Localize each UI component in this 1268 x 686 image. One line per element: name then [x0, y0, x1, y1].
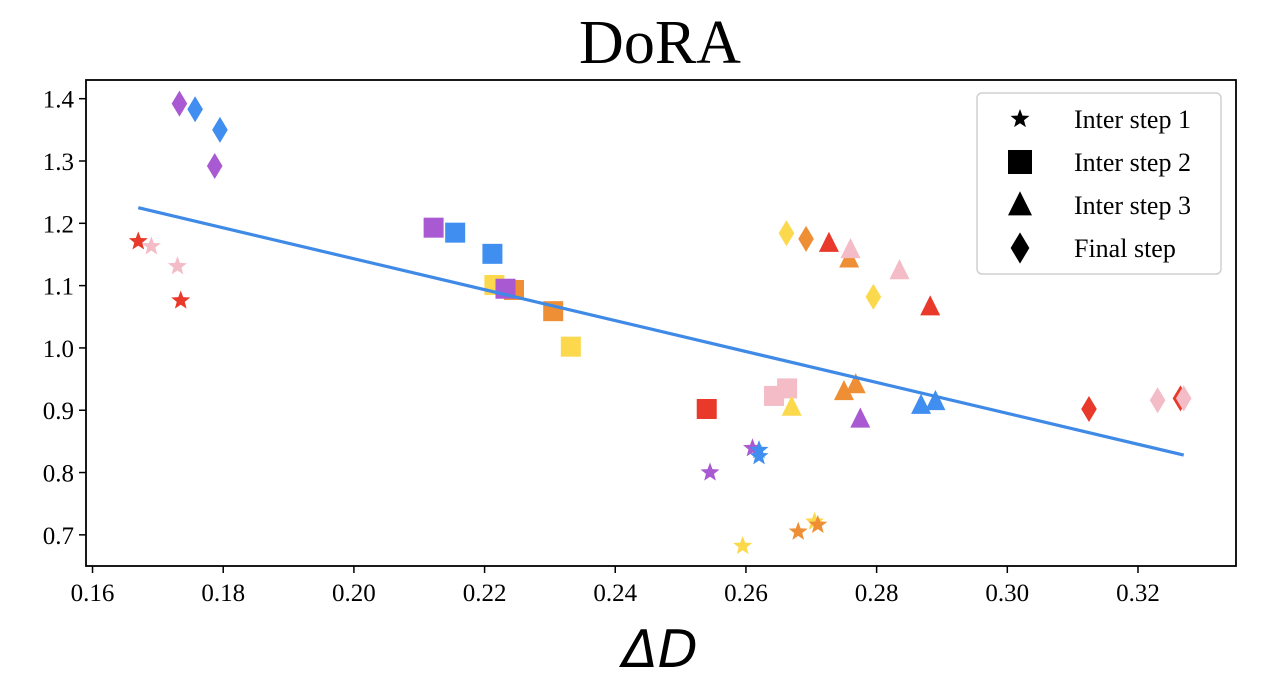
data-point-diamond-42 [1149, 387, 1166, 414]
data-point-triangle-30 [845, 373, 866, 394]
data-point-diamond-35 [187, 96, 203, 123]
data-point-triangle-25 [840, 237, 861, 259]
legend-marker-diamond [1010, 232, 1030, 264]
data-point-diamond-38 [778, 220, 795, 247]
legend-label-2: Inter step 3 [1074, 191, 1191, 220]
trend-line-layer [137, 206, 1185, 457]
data-point-triangle-28 [781, 395, 802, 416]
data-point-triangle-32 [911, 393, 932, 414]
data-point-triangle-26 [889, 259, 910, 280]
data-point-square-20 [696, 398, 717, 419]
y-tick-label-5: 1.2 [43, 211, 74, 238]
legend-label-1: Inter step 2 [1074, 148, 1191, 177]
legend-marker-triangle [1008, 191, 1032, 216]
data-point-star-11 [808, 514, 828, 533]
data-point-star-8 [733, 536, 753, 555]
x-tick-label-5: 0.26 [724, 580, 768, 607]
data-point-diamond-44 [1175, 385, 1192, 412]
x-tick-label-6: 0.28 [855, 580, 899, 607]
data-point-triangle-31 [850, 407, 871, 428]
data-point-star-1 [141, 236, 161, 255]
data-point-star-2 [167, 256, 187, 275]
x-tick-label-7: 0.30 [985, 580, 1029, 607]
chart-marks [128, 90, 1192, 555]
data-point-star-3 [171, 290, 191, 309]
x-tick-label-8: 0.32 [1116, 580, 1160, 607]
data-point-diamond-36 [212, 116, 228, 143]
y-tick-label-1: 0.8 [43, 461, 74, 488]
x-axis-label: ΔD [618, 620, 698, 680]
data-point-square-12 [423, 217, 444, 238]
data-point-diamond-39 [798, 225, 814, 252]
data-point-triangle-27 [920, 295, 941, 316]
tick-layer: 0.16 0.18 0.20 0.22 0.24 0.26 0.28 0.30 0.32 0.7 0… [43, 87, 1160, 607]
data-point-diamond-34 [171, 90, 188, 117]
data-point-star-9 [788, 521, 808, 540]
legend-label-0: Inter step 1 [1074, 105, 1191, 134]
plot-frame [85, 79, 1237, 567]
legend-marker-square [1008, 150, 1032, 174]
data-point-diamond-41 [1081, 395, 1097, 422]
data-point-triangle-33 [925, 390, 946, 411]
x-tick-label-3: 0.22 [463, 580, 507, 607]
data-point-star-10 [805, 511, 825, 530]
data-point-square-19 [560, 336, 581, 357]
data-point-square-14 [482, 243, 503, 264]
trend-line [137, 206, 1185, 457]
data-point-square-22 [777, 378, 798, 399]
data-point-diamond-37 [206, 152, 223, 179]
data-point-star-4 [700, 462, 720, 481]
axes [85, 79, 1237, 567]
data-point-diamond-40 [865, 283, 882, 310]
y-tick-label-6: 1.3 [43, 149, 74, 176]
data-point-star-0 [128, 231, 148, 250]
data-point-triangle-23 [818, 231, 839, 252]
y-tick-label-3: 1.0 [43, 336, 74, 363]
y-tick-label-4: 1.1 [43, 274, 74, 301]
y-tick-label-2: 0.9 [43, 398, 74, 425]
data-point-square-13 [445, 222, 466, 243]
data-point-star-7 [749, 446, 769, 465]
legend-label-3: Final step [1074, 234, 1176, 263]
x-tick-label-4: 0.24 [593, 580, 637, 607]
legend-marker-star [1010, 109, 1030, 128]
data-point-triangle-29 [833, 380, 854, 401]
x-tick-label-2: 0.20 [332, 580, 376, 607]
legend: Inter step 1 Inter step 2 Inter step 3 Fina… [976, 92, 1222, 275]
y-tick-label-0: 0.7 [43, 523, 74, 550]
x-tick-label-1: 0.18 [201, 580, 245, 607]
y-tick-label-7: 1.4 [43, 87, 75, 114]
legend-box [976, 92, 1222, 275]
x-tick-label-0: 0.16 [71, 580, 115, 607]
chart-title: DoRA [579, 9, 741, 77]
